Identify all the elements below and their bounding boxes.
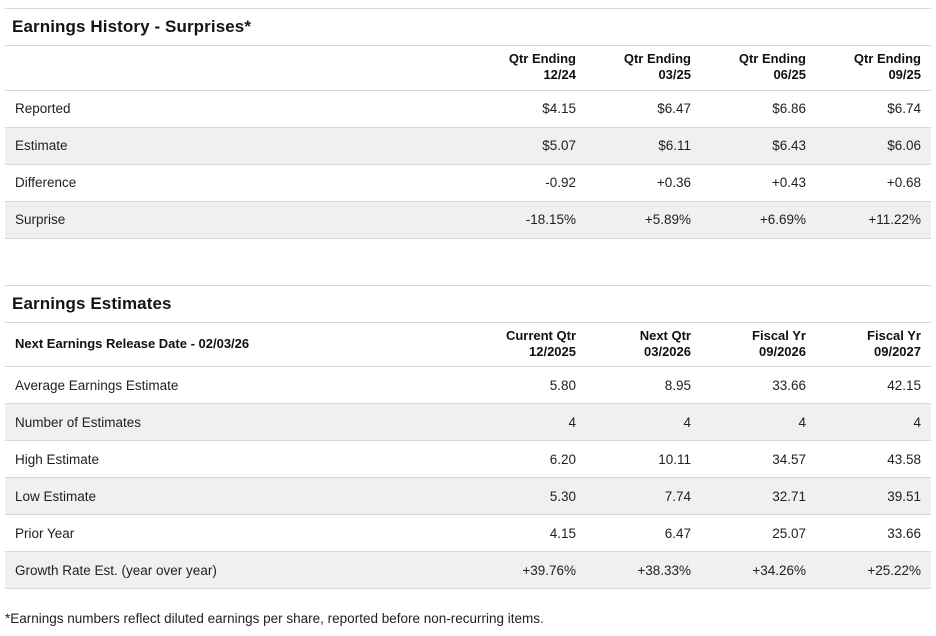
row-label: High Estimate bbox=[5, 440, 471, 478]
row-label: Average Earnings Estimate bbox=[5, 366, 471, 404]
table-row: High Estimate 6.20 10.11 34.57 43.58 bbox=[5, 440, 931, 478]
row-label: Estimate bbox=[5, 127, 471, 165]
table-row: Prior Year 4.15 6.47 25.07 33.66 bbox=[5, 514, 931, 552]
value-cell: +0.43 bbox=[701, 164, 816, 202]
value-cell: $6.06 bbox=[816, 127, 931, 165]
value-cell: +34.26% bbox=[701, 551, 816, 589]
value-cell: 25.07 bbox=[701, 514, 816, 552]
value-cell: 6.20 bbox=[471, 440, 586, 478]
earnings-estimates-section: Earnings Estimates Next Earnings Release… bbox=[5, 284, 931, 589]
column-header-line1: Qtr Ending bbox=[508, 51, 576, 66]
value-cell: 32.71 bbox=[701, 477, 816, 515]
value-cell: 6.47 bbox=[586, 514, 701, 552]
value-cell: 8.95 bbox=[586, 366, 701, 404]
value-cell: +25.22% bbox=[816, 551, 931, 589]
value-cell: 4 bbox=[471, 403, 586, 441]
row-label: Prior Year bbox=[5, 514, 471, 552]
earnings-estimates-table: Next Earnings Release Date - 02/03/26 Cur… bbox=[5, 322, 931, 589]
value-cell: 4 bbox=[586, 403, 701, 441]
header-label bbox=[5, 46, 471, 91]
earnings-history-table: Qtr Ending 12/24 Qtr Ending 03/25 Qtr Ending… bbox=[5, 46, 931, 239]
value-cell: 39.51 bbox=[816, 477, 931, 515]
table-row: Surprise -18.15% +5.89% +6.69% +11.22% bbox=[5, 201, 931, 239]
value-cell: 7.74 bbox=[586, 477, 701, 515]
table-row: Estimate $5.07 $6.11 $6.43 $6.06 bbox=[5, 127, 931, 165]
column-header: Current Qtr 12/2025 bbox=[471, 322, 586, 367]
header-label: Next Earnings Release Date - 02/03/26 bbox=[5, 322, 471, 367]
value-cell: $6.74 bbox=[816, 90, 931, 128]
value-cell: $5.07 bbox=[471, 127, 586, 165]
table-row: Low Estimate 5.30 7.74 32.71 39.51 bbox=[5, 477, 931, 515]
column-header: Next Qtr 03/2026 bbox=[586, 322, 701, 367]
column-header-line2: 03/2026 bbox=[644, 343, 691, 359]
value-cell: $6.47 bbox=[586, 90, 701, 128]
value-cell: -0.92 bbox=[471, 164, 586, 202]
value-cell: +6.69% bbox=[701, 201, 816, 239]
value-cell: 42.15 bbox=[816, 366, 931, 404]
value-cell: 43.58 bbox=[816, 440, 931, 478]
earnings-history-section: Earnings History - Surprises* Qtr Ending… bbox=[5, 8, 931, 239]
column-header-row: Qtr Ending 12/24 Qtr Ending 03/25 Qtr Ending… bbox=[5, 46, 931, 91]
value-cell: +11.22% bbox=[816, 201, 931, 239]
value-cell: +5.89% bbox=[586, 201, 701, 239]
column-header: Qtr Ending 06/25 bbox=[701, 46, 816, 91]
column-header-line1: Fiscal Yr bbox=[867, 327, 921, 343]
value-cell: 10.11 bbox=[586, 440, 701, 478]
value-cell: +0.36 bbox=[586, 164, 701, 202]
section-title-earnings-history: Earnings History - Surprises* bbox=[5, 8, 931, 46]
column-header: Qtr Ending 09/25 bbox=[816, 46, 931, 91]
column-header-line1: Next Qtr bbox=[639, 327, 691, 343]
value-cell: 34.57 bbox=[701, 440, 816, 478]
value-cell: 4 bbox=[816, 403, 931, 441]
row-label: Surprise bbox=[5, 201, 471, 239]
column-header-line1: Qtr Ending bbox=[623, 51, 691, 66]
value-cell: +0.68 bbox=[816, 164, 931, 202]
table-row: Number of Estimates 4 4 4 4 bbox=[5, 403, 931, 441]
value-cell: $6.43 bbox=[701, 127, 816, 165]
column-header-line2: 09/2026 bbox=[759, 343, 806, 359]
column-header: Fiscal Yr 09/2026 bbox=[701, 322, 816, 367]
column-header-line2: 03/25 bbox=[658, 67, 691, 83]
column-header-line1: Current Qtr bbox=[505, 327, 576, 343]
value-cell: +38.33% bbox=[586, 551, 701, 589]
column-header-line2: 12/2025 bbox=[529, 343, 576, 359]
column-header-line2: 09/2027 bbox=[874, 343, 921, 359]
value-cell: 4.15 bbox=[471, 514, 586, 552]
value-cell: 4 bbox=[701, 403, 816, 441]
value-cell: $6.86 bbox=[701, 90, 816, 128]
row-label: Reported bbox=[5, 90, 471, 128]
value-cell: 5.30 bbox=[471, 477, 586, 515]
column-header: Fiscal Yr 09/2027 bbox=[816, 322, 931, 367]
table-row: Average Earnings Estimate 5.80 8.95 33.66 42… bbox=[5, 366, 931, 404]
row-label: Difference bbox=[5, 164, 471, 202]
column-header: Qtr Ending 12/24 bbox=[471, 46, 586, 91]
table-row: Difference -0.92 +0.36 +0.43 +0.68 bbox=[5, 164, 931, 202]
value-cell: +39.76% bbox=[471, 551, 586, 589]
row-label: Growth Rate Est. (year over year) bbox=[5, 551, 471, 589]
column-header-line1: Qtr Ending bbox=[738, 51, 806, 66]
row-label: Low Estimate bbox=[5, 477, 471, 515]
table-row: Growth Rate Est. (year over year) +39.76%… bbox=[5, 551, 931, 589]
value-cell: 5.80 bbox=[471, 366, 586, 404]
column-header-line2: 06/25 bbox=[773, 67, 806, 83]
value-cell: 33.66 bbox=[816, 514, 931, 552]
value-cell: -18.15% bbox=[471, 201, 586, 239]
value-cell: $4.15 bbox=[471, 90, 586, 128]
column-header: Qtr Ending 03/25 bbox=[586, 46, 701, 91]
footnote: *Earnings numbers reflect diluted earnin… bbox=[5, 611, 544, 626]
section-title-earnings-estimates: Earnings Estimates bbox=[5, 284, 931, 323]
column-header-line2: 12/24 bbox=[543, 67, 576, 83]
row-label: Number of Estimates bbox=[5, 403, 471, 441]
value-cell: 33.66 bbox=[701, 366, 816, 404]
column-header-row: Next Earnings Release Date - 02/03/26 Cur… bbox=[5, 322, 931, 367]
column-header-line1: Fiscal Yr bbox=[752, 327, 806, 343]
table-row: Reported $4.15 $6.47 $6.86 $6.74 bbox=[5, 90, 931, 128]
column-header-line1: Qtr Ending bbox=[853, 51, 921, 66]
column-header-line2: 09/25 bbox=[888, 67, 921, 83]
value-cell: $6.11 bbox=[586, 127, 701, 165]
